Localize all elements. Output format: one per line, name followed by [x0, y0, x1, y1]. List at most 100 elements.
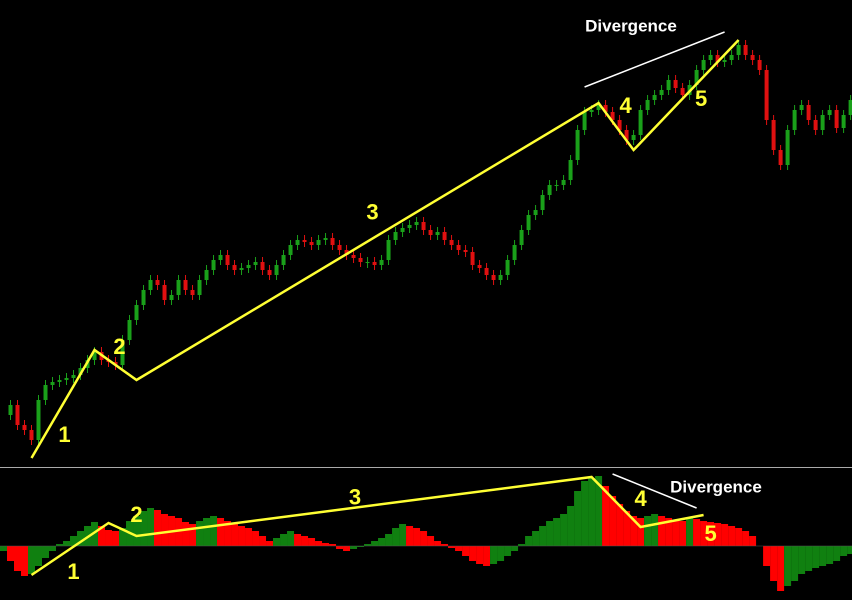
candle [673, 80, 678, 88]
histogram-bar [49, 546, 57, 551]
candle [540, 195, 545, 210]
divergence-line [612, 473, 697, 509]
histogram-bar [119, 528, 127, 546]
candle [799, 105, 804, 110]
histogram-bar [833, 546, 841, 561]
candle [477, 265, 482, 268]
candle [344, 250, 349, 255]
histogram-bar [532, 531, 540, 546]
histogram-bar [735, 528, 743, 546]
histogram-bar [651, 514, 659, 546]
histogram-bar [364, 544, 372, 546]
histogram-bar [819, 546, 827, 566]
histogram-bar [70, 536, 78, 546]
candle [848, 100, 852, 115]
candle [659, 90, 664, 95]
histogram-bar [623, 511, 631, 546]
candle [645, 100, 650, 110]
candle [596, 105, 601, 110]
histogram-bar [812, 546, 820, 568]
histogram-bar [392, 528, 400, 546]
candle [393, 232, 398, 240]
wave-label: 2 [130, 502, 142, 527]
histogram-bar [798, 546, 806, 574]
histogram-bar [826, 546, 834, 564]
candle [442, 232, 447, 240]
histogram-bar [189, 524, 197, 546]
histogram-bar [161, 514, 169, 546]
histogram-bar [602, 486, 610, 546]
candle [666, 80, 671, 90]
histogram-bar [805, 546, 813, 571]
candle [211, 260, 216, 270]
candle [652, 95, 657, 100]
candle [470, 252, 475, 265]
histogram-bar [42, 546, 50, 558]
histogram-bar [490, 546, 498, 564]
histogram-bar [630, 516, 638, 546]
candle [484, 268, 489, 275]
histogram-bar [469, 546, 477, 561]
histogram-bar [427, 536, 435, 546]
candle [764, 70, 769, 120]
divergence-line [584, 31, 725, 88]
histogram-bar [301, 536, 309, 546]
histogram-bar [420, 531, 428, 546]
candle [309, 242, 314, 245]
histogram-bar [518, 544, 526, 546]
histogram-bar [105, 530, 113, 546]
histogram-bar [609, 496, 617, 546]
wave-label: 1 [58, 422, 70, 447]
divergence-label: Divergence [585, 16, 677, 35]
candle [456, 245, 461, 250]
candle [120, 340, 125, 365]
candle [169, 295, 174, 300]
candle [162, 285, 167, 300]
candle [155, 280, 160, 285]
histogram-bar [770, 546, 778, 581]
candle [827, 110, 832, 115]
histogram-bar [77, 531, 85, 546]
histogram-bar [525, 536, 533, 546]
histogram-bar [294, 534, 302, 546]
histogram-bar [595, 476, 603, 546]
candle [225, 255, 230, 265]
candle [218, 255, 223, 260]
histogram-bar [847, 546, 852, 554]
histogram-bar [203, 518, 211, 546]
candle [43, 385, 48, 400]
candle [421, 222, 426, 230]
candle [64, 378, 69, 380]
candle [708, 55, 713, 60]
candle [638, 110, 643, 135]
histogram-bar [511, 546, 519, 551]
candle [729, 55, 734, 60]
candle [295, 240, 300, 245]
candle [288, 245, 293, 255]
histogram-bar [371, 541, 379, 546]
candle [365, 262, 370, 263]
histogram-bar [504, 546, 512, 556]
histogram-bar [63, 541, 71, 546]
candle [554, 185, 559, 186]
histogram-bar [721, 524, 729, 546]
candle [533, 210, 538, 215]
histogram-bar [791, 546, 799, 581]
histogram-bar [476, 546, 484, 564]
wave-line [30, 475, 704, 577]
histogram-bar [581, 481, 589, 546]
histogram-bar [434, 541, 442, 546]
candle [498, 275, 503, 280]
histogram-bar [252, 531, 260, 546]
candle [582, 112, 587, 130]
histogram-bar [588, 478, 596, 546]
candle [316, 240, 321, 245]
histogram-bar [777, 546, 785, 591]
histogram-bar [266, 541, 274, 546]
histogram-bar [644, 516, 652, 546]
histogram-bar [441, 544, 449, 546]
histogram-bar [700, 521, 708, 546]
histogram-bar [399, 524, 407, 546]
histogram-bar [315, 541, 323, 546]
wave-label: 5 [695, 86, 707, 111]
